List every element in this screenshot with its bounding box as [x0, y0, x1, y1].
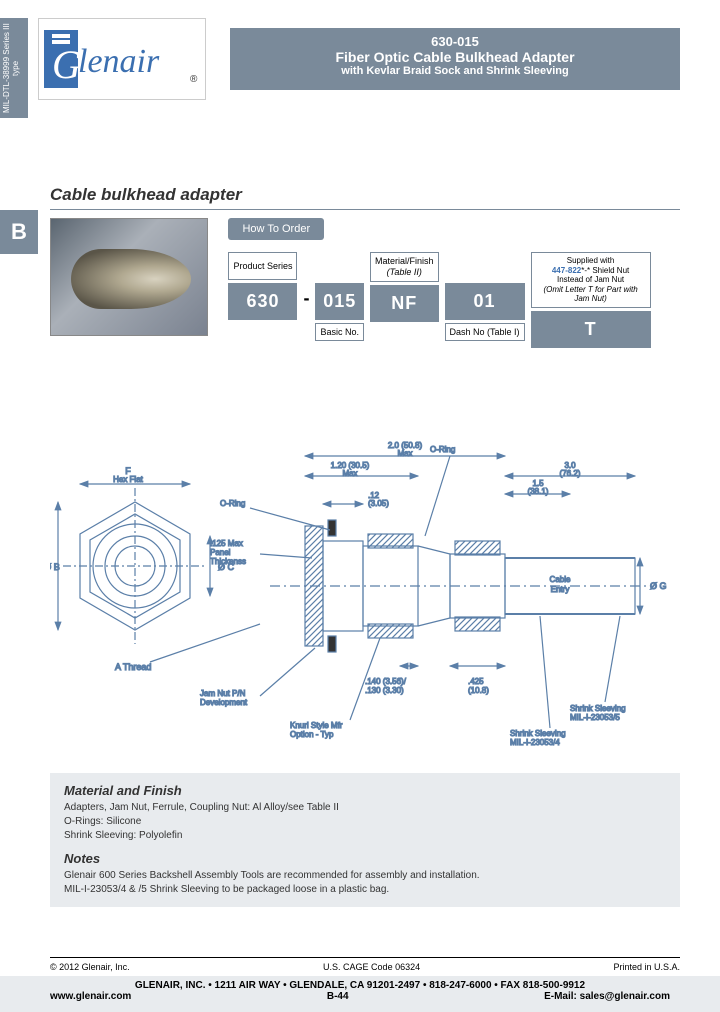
product-photo: [50, 218, 208, 336]
svg-text:(10.8): (10.8): [468, 686, 489, 695]
section-rule: [50, 209, 680, 210]
order-label-basic-no: Basic No.: [315, 323, 364, 341]
order-block-015: 015: [315, 283, 364, 320]
svg-text:O-Ring: O-Ring: [430, 445, 455, 454]
order-block-t: T: [531, 311, 651, 348]
order-block-630: 630: [228, 283, 297, 320]
svg-text:G: G: [52, 42, 81, 87]
technical-diagram: F Hex Flat Ø B Ø C A Thread: [50, 366, 680, 761]
footer-page: B-44: [327, 991, 349, 1002]
svg-text:(3.05): (3.05): [368, 499, 389, 508]
svg-text:.425: .425: [468, 677, 484, 686]
order-block-01: 01: [445, 283, 525, 320]
svg-text:Shrink Sleeving: Shrink Sleeving: [570, 704, 626, 713]
svg-text:Jam Nut P/N: Jam Nut P/N: [200, 689, 246, 698]
svg-text:Max: Max: [397, 449, 412, 458]
order-label-material-finish: Material/Finish(Table II): [370, 252, 439, 282]
svg-text:Entry: Entry: [551, 585, 570, 594]
footer-address: GLENAIR, INC. • 1211 AIR WAY • GLENDALE,…: [50, 980, 670, 991]
svg-text:.130 (3.30): .130 (3.30): [365, 686, 404, 695]
svg-text:(76.2): (76.2): [560, 469, 581, 478]
order-code-row: Product Series 630 - 015 Basic No. Mater…: [228, 252, 668, 348]
svg-text:Development: Development: [200, 698, 248, 707]
cage-code: U.S. CAGE Code 06324: [323, 962, 420, 972]
svg-text:lenair: lenair: [78, 43, 160, 80]
order-label-product-series: Product Series: [228, 252, 297, 280]
section-title: Cable bulkhead adapter: [50, 185, 680, 205]
svg-text:MIL-I-23053/5: MIL-I-23053/5: [570, 713, 620, 722]
order-label-dash-no: Dash No (Table I): [445, 323, 525, 341]
svg-text:.125 Max: .125 Max: [210, 539, 243, 548]
material-title: Material and Finish: [64, 783, 666, 798]
title-main: Fiber Optic Cable Bulkhead Adapter: [236, 49, 674, 65]
svg-text:Panel: Panel: [210, 548, 231, 557]
order-block-nf: NF: [370, 285, 439, 322]
svg-text:.140 (3.56)/: .140 (3.56)/: [365, 677, 407, 686]
material-line: O-Rings: Silicone: [64, 815, 666, 829]
footer-rule: [50, 957, 680, 958]
section-b-tab: B: [0, 210, 38, 254]
title-bar: 630-015 Fiber Optic Cable Bulkhead Adapt…: [230, 28, 680, 90]
side-tab: MIL-DTL-38999 Series III type: [0, 18, 28, 118]
svg-text:A Thread: A Thread: [115, 662, 151, 672]
supplied-with-box: Supplied with 447-822*-* Shield Nut Inst…: [531, 252, 651, 308]
svg-text:Thickenss: Thickenss: [210, 557, 246, 566]
footer-email: E-Mail: sales@glenair.com: [544, 991, 670, 1002]
footer-meta: © 2012 Glenair, Inc. U.S. CAGE Code 0632…: [50, 962, 680, 972]
svg-text:Ø G: Ø G: [650, 581, 667, 591]
material-finish-section: Material and Finish Adapters, Jam Nut, F…: [50, 773, 680, 907]
svg-text:®: ®: [190, 74, 198, 85]
title-code: 630-015: [236, 34, 674, 49]
copyright: © 2012 Glenair, Inc.: [50, 962, 130, 972]
notes-title: Notes: [64, 851, 666, 866]
svg-text:(38.1): (38.1): [528, 487, 549, 496]
svg-text:MIL-I-23053/4: MIL-I-23053/4: [510, 738, 560, 747]
svg-text:Option - Typ: Option - Typ: [290, 730, 334, 739]
logo: G lenair ®: [38, 18, 206, 100]
material-line: Shrink Sleeving: Polyolefin: [64, 829, 666, 843]
svg-text:Ø B: Ø B: [50, 562, 60, 572]
svg-text:Hex Flat: Hex Flat: [113, 475, 144, 484]
printed-in: Printed in U.S.A.: [613, 962, 680, 972]
footer-bar: GLENAIR, INC. • 1211 AIR WAY • GLENDALE,…: [0, 976, 720, 1012]
svg-text:Shrink Sleeving: Shrink Sleeving: [510, 729, 566, 738]
svg-text:Max: Max: [342, 469, 357, 478]
svg-text:Cable: Cable: [550, 575, 571, 584]
how-to-order-badge: How To Order: [228, 218, 324, 240]
footer-web: www.glenair.com: [50, 991, 131, 1002]
material-line: Adapters, Jam Nut, Ferrule, Coupling Nut…: [64, 801, 666, 815]
dash: -: [303, 252, 309, 309]
notes-line: MIL-I-23053/4 & /5 Shrink Sleeving to be…: [64, 883, 666, 897]
notes-line: Glenair 600 Series Backshell Assembly To…: [64, 869, 666, 883]
svg-text:O-Ring: O-Ring: [220, 499, 245, 508]
svg-text:Knurl Style Mfr: Knurl Style Mfr: [290, 721, 343, 730]
title-sub: with Kevlar Braid Sock and Shrink Sleevi…: [236, 65, 674, 77]
